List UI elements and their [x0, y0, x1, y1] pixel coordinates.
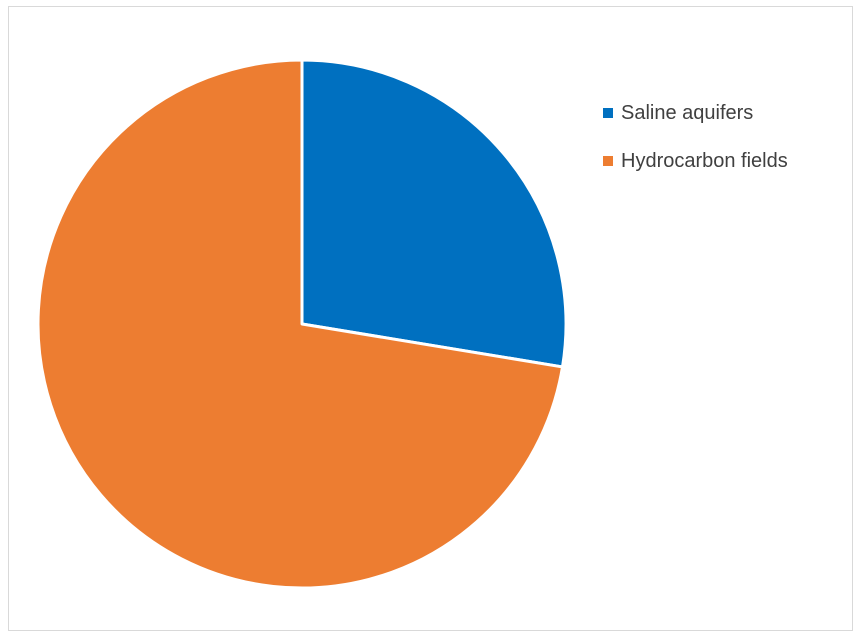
- legend-item-saline-aquifers: Saline aquifers: [603, 101, 788, 125]
- legend-swatch-saline-aquifers: [603, 108, 613, 118]
- legend-label-saline-aquifers: Saline aquifers: [621, 101, 754, 124]
- pie-slices: [36, 58, 568, 590]
- legend: Saline aquifers Hydrocarbon fields: [603, 101, 788, 197]
- legend-item-hydrocarbon-fields: Hydrocarbon fields: [603, 149, 788, 173]
- pie-chart: [36, 58, 568, 590]
- pie-slice-saline-aquifers: [300, 58, 568, 369]
- legend-swatch-hydrocarbon-fields: [603, 156, 613, 166]
- pie-slice-hydrocarbon-fields: [36, 58, 564, 590]
- chart-frame: Saline aquifers Hydrocarbon fields: [8, 6, 853, 631]
- legend-label-hydrocarbon-fields: Hydrocarbon fields: [621, 149, 788, 172]
